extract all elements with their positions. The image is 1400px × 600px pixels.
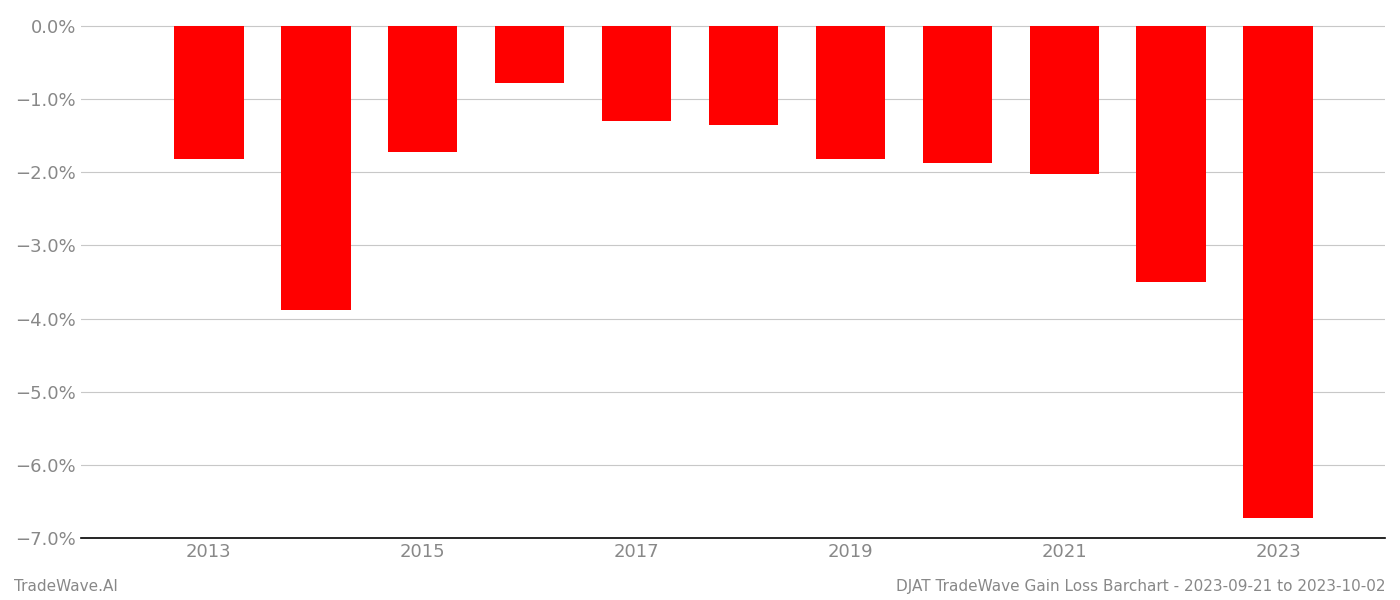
Text: DJAT TradeWave Gain Loss Barchart - 2023-09-21 to 2023-10-02: DJAT TradeWave Gain Loss Barchart - 2023… <box>896 579 1386 594</box>
Bar <box>496 26 564 83</box>
Bar <box>923 26 993 163</box>
Bar <box>602 26 672 121</box>
Bar <box>281 26 350 310</box>
Text: TradeWave.AI: TradeWave.AI <box>14 579 118 594</box>
Bar <box>708 26 778 125</box>
Bar <box>174 26 244 159</box>
Bar <box>1137 26 1205 282</box>
Bar <box>388 26 458 152</box>
Bar <box>1029 26 1099 174</box>
Bar <box>1243 26 1313 518</box>
Bar <box>816 26 885 159</box>
